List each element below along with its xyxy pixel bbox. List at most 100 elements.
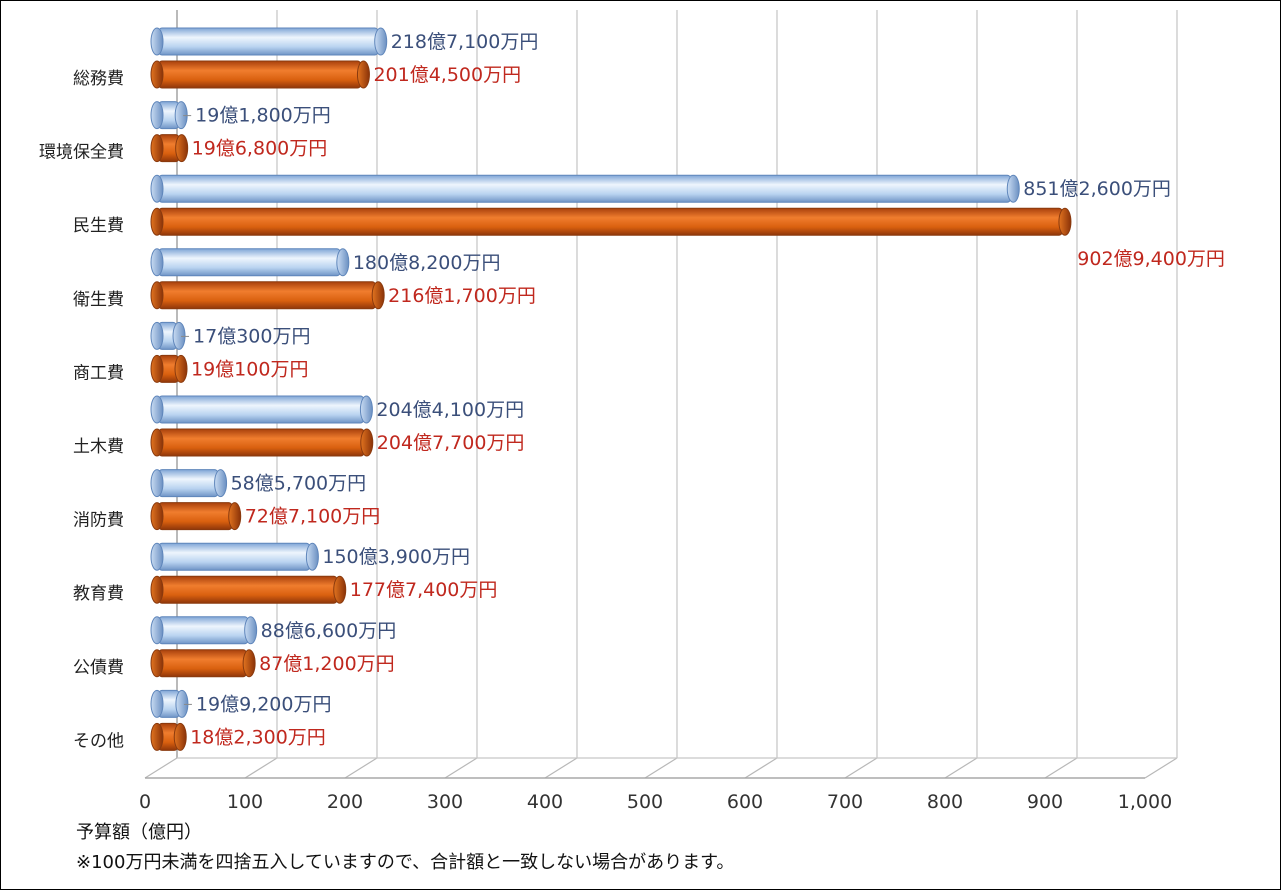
data-label: 201億4,500万円 (373, 64, 521, 86)
floor-line (644, 757, 678, 779)
bar-start-cap (150, 207, 164, 236)
bar-body (155, 428, 368, 457)
bar-start-cap (150, 722, 164, 751)
plot-floor (144, 757, 1178, 779)
bar-end-cap (336, 248, 350, 277)
x-tick-label: 1,000 (1118, 791, 1172, 813)
floor-line (744, 757, 778, 779)
bar (150, 469, 228, 498)
bar-start-cap (150, 354, 164, 383)
bar (150, 27, 388, 56)
data-label: 87億1,200万円 (259, 653, 395, 675)
bar-start-cap (150, 27, 164, 56)
data-label: 902億9,400万円 (1077, 248, 1225, 270)
floor-line (844, 757, 878, 779)
category-label: 環境保全費 (39, 143, 124, 163)
bar (150, 689, 189, 718)
bar-start-cap (150, 321, 164, 350)
value-labels: 218億7,100万円 201億4,500万円 19億1,800万円 19億6,800… (181, 31, 1225, 748)
bar-body (155, 174, 1014, 203)
bar (150, 722, 187, 751)
bar-start-cap (150, 616, 164, 645)
bar (150, 502, 242, 531)
data-label: 58億5,700万円 (231, 473, 367, 495)
bar-body (155, 502, 236, 531)
data-label: 17億300万円 (193, 325, 310, 347)
floor-line (944, 757, 978, 779)
x-axis-label: 予算額（億円） (76, 822, 202, 843)
bar-body (155, 575, 341, 604)
floor-line (344, 757, 378, 779)
category-label: 消防費 (73, 511, 124, 531)
bar-end-cap (214, 469, 228, 498)
bar-start-cap (150, 101, 164, 130)
bar (150, 575, 347, 604)
category-label: 土木費 (73, 437, 124, 457)
bar-end-cap (356, 60, 370, 89)
footnote: ※100万円未満を四捨五入していますので、合計額と一致しない場合があります。 (76, 852, 735, 873)
data-label: 19億100万円 (191, 358, 308, 380)
data-label: 88億6,600万円 (261, 620, 397, 642)
x-tick-label: 600 (727, 791, 763, 813)
bar-start-cap (150, 395, 164, 424)
bar-start-cap (150, 689, 164, 718)
bar-start-cap (150, 248, 164, 277)
bar (150, 134, 189, 163)
bar-body (155, 616, 252, 645)
category-label: 民生費 (73, 216, 124, 236)
floor-line (1144, 757, 1178, 779)
bars (150, 27, 1072, 751)
bar (150, 542, 319, 571)
bar-start-cap (150, 428, 164, 457)
data-label: 204億7,700万円 (377, 432, 525, 454)
category-label: その他 (73, 731, 124, 751)
bar-end-cap (374, 27, 388, 56)
x-tick-label: 100 (227, 791, 263, 813)
category-label: 衛生費 (73, 290, 124, 310)
bar (150, 354, 188, 383)
data-label: 18億2,300万円 (190, 726, 326, 748)
floor-line (144, 757, 178, 779)
x-tick-label: 700 (827, 791, 863, 813)
floor-line (244, 757, 278, 779)
x-tick-label: 0 (139, 791, 151, 813)
x-tick-label: 200 (327, 791, 363, 813)
bar-start-cap (150, 575, 164, 604)
bar-end-cap (333, 575, 347, 604)
x-tick-label: 300 (427, 791, 463, 813)
floor-line (1044, 757, 1078, 779)
bar-end-cap (244, 616, 258, 645)
bar-end-cap (360, 428, 374, 457)
bar-start-cap (150, 649, 164, 678)
bar-end-cap (242, 649, 256, 678)
x-tick-label: 400 (527, 791, 563, 813)
data-label: 851億2,600万円 (1023, 178, 1171, 200)
bar (150, 101, 188, 130)
bar-body (155, 60, 364, 89)
category-label: 商工費 (73, 363, 124, 383)
x-tick-labels: 0 100 200 300 400 500 600 700 800 900 1,000 (139, 791, 1172, 813)
bar-start-cap (150, 469, 164, 498)
category-label: 総務費 (73, 69, 124, 89)
bar-body (155, 281, 379, 310)
bar (150, 248, 350, 277)
bar (150, 428, 374, 457)
bar (150, 174, 1020, 203)
data-label: 204億4,100万円 (376, 399, 524, 421)
data-label: 19億9,200万円 (196, 693, 332, 715)
data-label: 19億6,800万円 (192, 138, 328, 160)
bar-body (155, 542, 313, 571)
data-label: 19億1,800万円 (195, 105, 331, 127)
category-label: 教育費 (73, 584, 124, 604)
bar-start-cap (150, 502, 164, 531)
bar-body (155, 649, 250, 678)
bar (150, 616, 258, 645)
bar-end-cap (1058, 207, 1072, 236)
x-tick-label: 900 (1027, 791, 1063, 813)
bar-end-cap (228, 502, 242, 531)
bar (150, 395, 373, 424)
bar-body (155, 207, 1066, 236)
x-tick-label: 500 (627, 791, 663, 813)
